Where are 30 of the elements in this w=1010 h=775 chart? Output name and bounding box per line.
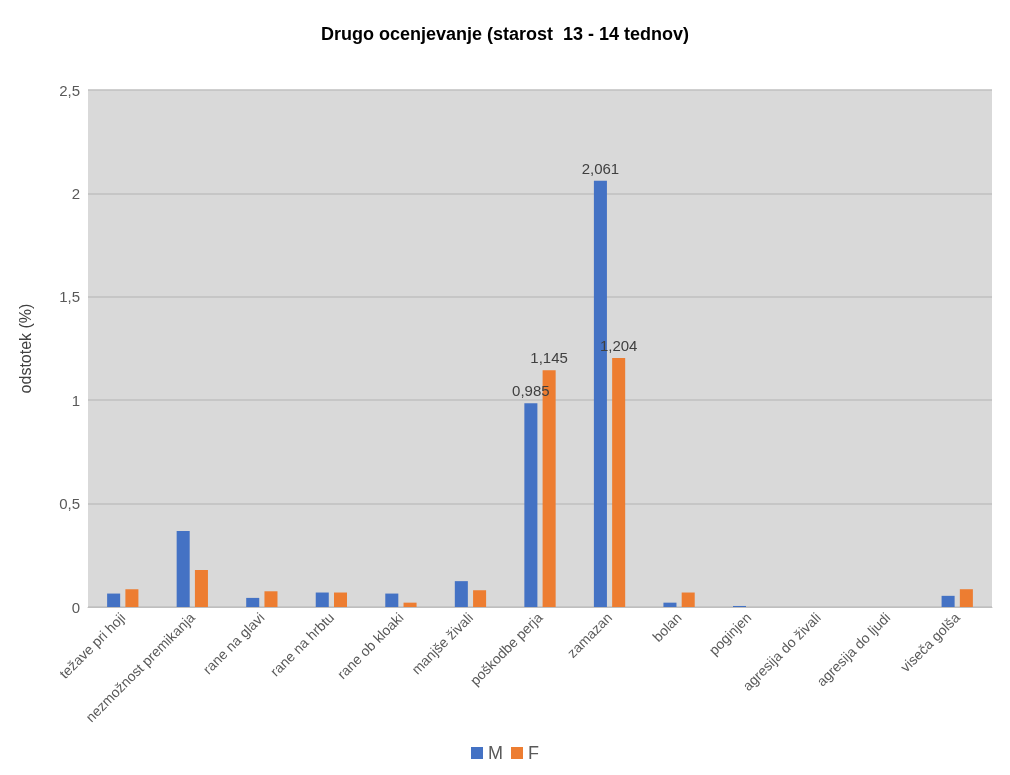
bar: [176, 531, 190, 607]
bar: [959, 589, 973, 607]
y-tick-label: 2: [71, 184, 80, 202]
y-tick-label: 0,5: [59, 495, 80, 513]
bar: [194, 569, 208, 607]
bar: [315, 592, 329, 607]
bar: [681, 592, 695, 607]
data-label: 1,145: [530, 349, 568, 367]
y-tick-label: 1: [71, 391, 80, 409]
bar: [941, 595, 955, 607]
bar: [264, 591, 278, 607]
bar: [473, 590, 487, 607]
bar: [663, 602, 677, 607]
bar: [246, 597, 260, 607]
data-label: 2,061: [581, 159, 620, 177]
bar: [125, 589, 139, 607]
legend-label: M: [488, 743, 504, 763]
chart-title: Drugo ocenjevanje (starost 13 - 14 tednov): [320, 24, 690, 44]
bar: [454, 581, 468, 607]
legend-label: F: [528, 743, 539, 763]
bar: [107, 593, 121, 607]
bar: [403, 602, 417, 607]
bar: [333, 592, 348, 607]
bar: [385, 593, 399, 607]
y-tick-label: 1,5: [59, 288, 80, 306]
bar: [524, 403, 538, 607]
y-axis-title: odstotek (%): [16, 303, 34, 394]
y-tick-label: 2,5: [59, 81, 80, 99]
bar: [612, 358, 626, 607]
y-tick-label: 0: [71, 598, 80, 616]
